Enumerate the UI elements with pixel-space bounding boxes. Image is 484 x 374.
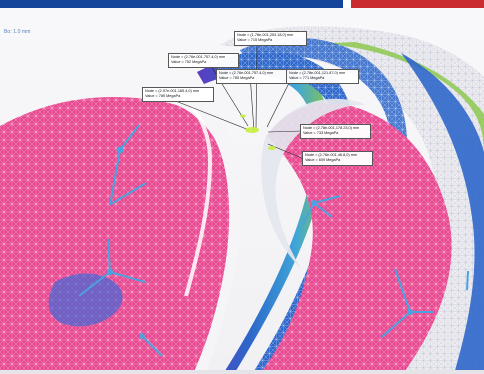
callout-4: Node = (2.76e-001,757.4,0) mm Value = 78… [216,69,288,84]
axis-triad-icon [78,124,469,357]
right-white-shadow [261,98,367,269]
callout-1: Node = (1.78e-001,253.18,0) mm Value = 7… [234,31,307,46]
callout-6: Node = (2.78e-001,178.23,0) mm Value = 7… [300,124,371,139]
green-outer-band [283,42,484,160]
header-blue-band [0,0,343,8]
right-pink-shell [260,103,452,374]
header-gap [343,0,351,8]
header-red-band [351,0,484,8]
callout-2: Node = (2.76e-001,757.4,0) mm Value = 75… [168,53,239,68]
hotspot-cluster [240,114,276,150]
callout-7: Node = (2.76e-001,46.8,0) mm Value = 609… [302,151,373,166]
callout-3: Node = (2.57e-001,185.4,0) mm Value = 78… [142,87,214,102]
bottom-left-blue-patch [48,273,123,327]
left-white-transition [163,97,242,374]
highlight-strip [184,105,213,297]
callout-5: Node = (2.78e-001,121.87,0) mm Value = 7… [286,69,359,84]
corner-readout: Bo: 1.0 mm [4,29,31,35]
bottom-strip [0,370,484,374]
far-right-blue-band [401,53,484,374]
